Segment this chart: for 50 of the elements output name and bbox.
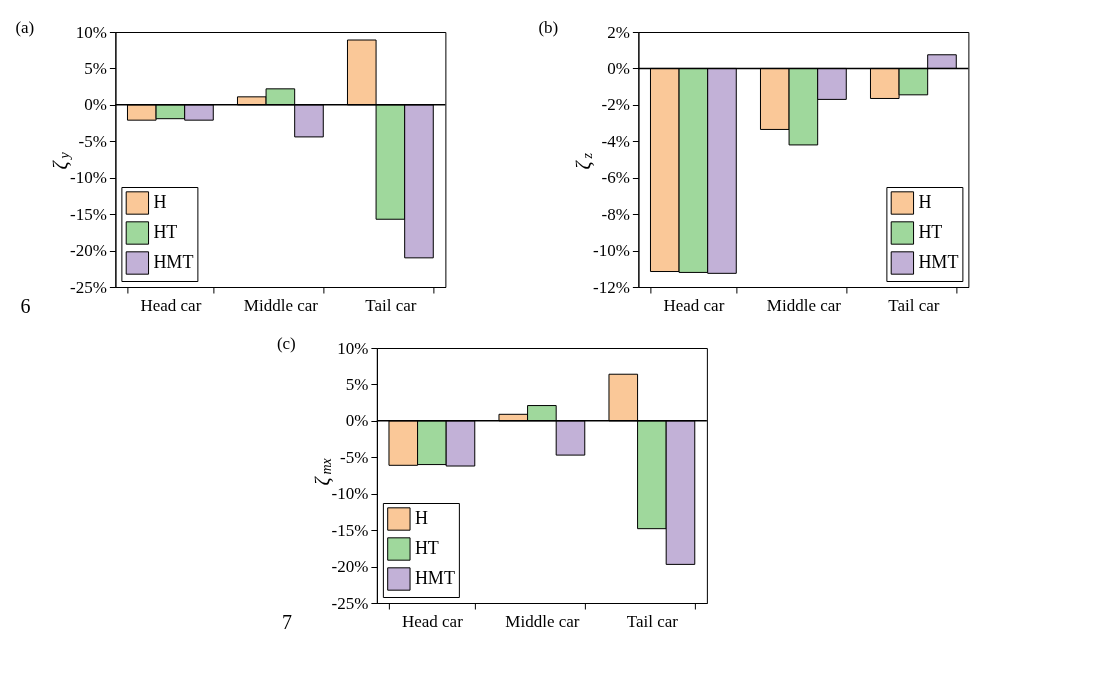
legend-label: H <box>414 508 428 528</box>
legend-label: HT <box>918 222 943 242</box>
x-tick-label: Middle car <box>766 295 842 315</box>
legend-label: HMT <box>153 252 194 272</box>
y-tick-label: 5% <box>84 58 107 78</box>
y-tick-label: -20% <box>331 557 369 577</box>
legend-label: HT <box>153 222 178 242</box>
y-tick-label: 0% <box>84 95 107 115</box>
y-tick-label: -4% <box>601 131 630 151</box>
x-tick-label: Tail car <box>365 295 417 315</box>
legend-label: HMT <box>918 252 959 272</box>
y-tick-label: -20% <box>70 241 107 261</box>
y-tick-label: -5% <box>78 131 107 151</box>
y-tick-label: 0% <box>345 411 369 431</box>
x-tick-label: Middle car <box>505 611 580 631</box>
y-tick-label: -15% <box>70 204 107 224</box>
y-tick-label: -2% <box>601 95 630 115</box>
y-tick-label: -10% <box>593 241 630 261</box>
x-tick-label: Head car <box>663 295 725 315</box>
y-tick-label: -10% <box>331 484 369 504</box>
chart-title: (c) <box>276 334 296 353</box>
y-tick-label: -8% <box>601 204 630 224</box>
text: 6 <box>20 295 31 317</box>
y-tick-label: -25% <box>331 593 369 613</box>
legend-label: HT <box>414 538 439 558</box>
legend-label: HMT <box>414 568 455 588</box>
y-tick-label: -10% <box>70 168 107 188</box>
chart-title: (a) <box>15 18 35 37</box>
y-axis-title: ζz <box>572 152 596 170</box>
text: 7 <box>281 611 292 633</box>
y-tick-label: -6% <box>601 168 630 188</box>
y-tick-label: 2% <box>607 22 630 42</box>
x-tick-label: Head car <box>140 295 202 315</box>
y-axis-title: ζmx <box>310 457 334 486</box>
x-tick-label: Tail car <box>626 611 679 631</box>
y-axis-title: ζy <box>49 151 73 170</box>
y-tick-label: -12% <box>593 277 630 297</box>
y-tick-label: -5% <box>340 447 369 467</box>
x-tick-label: Head car <box>401 611 464 631</box>
y-tick-label: -25% <box>70 277 107 297</box>
y-tick-label: 5% <box>345 374 369 394</box>
x-tick-label: Middle car <box>243 295 319 315</box>
x-tick-label: Tail car <box>888 295 940 315</box>
y-tick-label: 0% <box>607 58 630 78</box>
y-tick-label: 10% <box>75 22 107 42</box>
y-tick-label: 10% <box>337 338 369 358</box>
legend-label: H <box>153 192 167 212</box>
chart-title: (b) <box>538 18 559 37</box>
legend-label: H <box>918 192 932 212</box>
y-tick-label: -15% <box>331 520 369 540</box>
